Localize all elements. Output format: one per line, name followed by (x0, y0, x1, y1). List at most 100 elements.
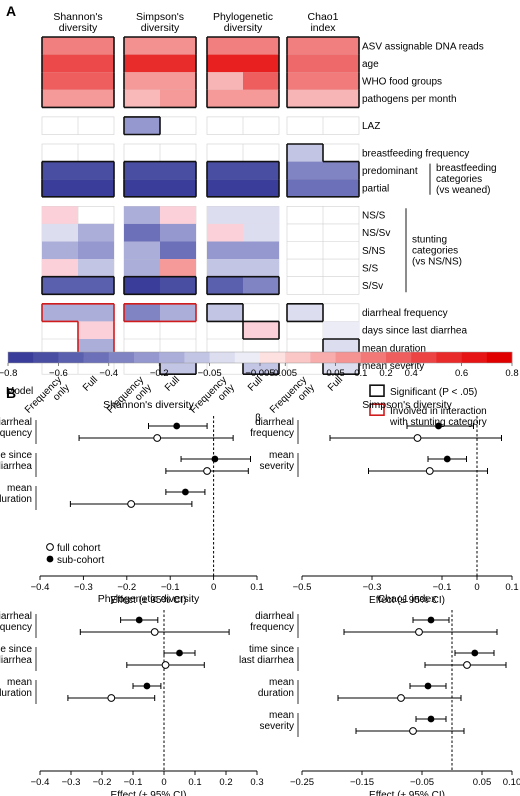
point-full-cohort (127, 500, 136, 508)
colorbar-swatch (234, 352, 261, 363)
point-sub-cohort (427, 616, 435, 624)
row-label: WHO food groups (362, 77, 442, 88)
heatmap-cell (160, 206, 196, 224)
x-tick-label: 0 (474, 582, 479, 593)
colorbar-tick-label: −0.4 (99, 368, 118, 379)
heatmap-cell (287, 37, 323, 55)
x-tick-label: −0.1 (161, 582, 180, 593)
panel-a-letter: A (6, 3, 16, 19)
heatmap-cell (160, 179, 196, 197)
heatmap-cell (243, 89, 279, 108)
x-tick-label: −0.3 (74, 582, 93, 593)
heatmap-cell (78, 241, 114, 260)
heatmap-cell (42, 54, 78, 73)
heatmap-cell (323, 72, 359, 90)
legend-significant-swatch (369, 384, 385, 398)
colorbar-swatch (108, 352, 135, 363)
point-sub-cohort (435, 422, 442, 430)
legend-full-marker (46, 543, 54, 551)
row-label: days since last diarrhea (362, 326, 467, 337)
heatmap-cell (124, 37, 160, 55)
row-label: S/S (362, 263, 378, 274)
group-label: mean severity (260, 710, 294, 732)
heatmap-cell (323, 321, 359, 339)
x-tick-label: 0.2 (219, 777, 232, 788)
x-tick-label: −0.25 (290, 777, 314, 788)
heatmap-cell (287, 161, 323, 180)
heatmap-cell (42, 276, 78, 295)
heatmap-cell (42, 89, 78, 108)
heatmap-cell (124, 223, 160, 242)
heatmap-cell (207, 37, 243, 55)
heatmap-cell (207, 223, 243, 242)
model-column-label: Frequencyonly (188, 375, 237, 424)
point-sub-cohort (443, 455, 451, 463)
colorbar-swatch (436, 352, 462, 363)
colorbar-swatch (134, 352, 160, 363)
point-sub-cohort (176, 649, 183, 657)
point-full-cohort (413, 434, 422, 442)
heatmap-cell (243, 259, 279, 277)
legend-sub-label: sub-cohort (57, 555, 104, 566)
heatmap-cell (323, 179, 359, 197)
heatmap-cell (207, 259, 243, 277)
x-tick-label: −0.4 (31, 777, 50, 788)
point-sub-cohort (173, 422, 181, 430)
point-sub-cohort (143, 682, 151, 690)
forest-chart: Chao1 index −0.25 −0.15 −0.05 0.05 0.10 Effect… (239, 593, 520, 796)
colorbar-swatch (486, 352, 513, 363)
colorbar-tick-label: 0.005 (273, 368, 297, 379)
forest-plots: Shannon's diversity−0.4 −0.3 −0.2 −0.1 0 0.1E… (0, 399, 520, 796)
heatmap-cell (124, 276, 160, 295)
chart-title: Phylogenetic diversity (98, 593, 200, 605)
colorbar-swatch (209, 352, 236, 363)
heatmap-cell (124, 161, 160, 180)
forest-chart: Phylogenetic diversity −0.4 −0.3 −0.2 −0.1 0 0… (0, 593, 264, 796)
point-full-cohort (107, 694, 116, 702)
point-sub-cohort (427, 715, 435, 723)
colorbar-swatch (33, 352, 59, 363)
heatmap-cell (42, 72, 78, 90)
heatmap-cell (124, 89, 160, 108)
heatmap-cell (243, 179, 279, 197)
colorbar-swatch (83, 352, 110, 363)
x-tick-label: −0.1 (433, 582, 452, 593)
point-full-cohort (203, 467, 211, 475)
heatmap-cell (207, 303, 243, 322)
row-label: pathogens per month (362, 94, 457, 105)
colorbar-tick-label: 0.6 (455, 368, 468, 379)
heatmap-cell (124, 54, 160, 73)
heatmap-cell (160, 303, 196, 322)
heatmap-cell (42, 179, 78, 197)
colorbar-tick-label: 0.05 (326, 368, 345, 379)
heatmap-cell (160, 161, 196, 180)
colorbar-swatch (461, 352, 488, 363)
heatmap-cell (78, 89, 114, 108)
x-tick-label: −0.05 (410, 777, 434, 788)
x-axis-label: Effect (± 95% CI) (111, 790, 187, 796)
row-label: predominant (362, 166, 418, 177)
colorbar-tick-label: 0.8 (505, 368, 518, 379)
colorbar-tick-label: −0.6 (49, 368, 68, 379)
colorbar-tick-label: 0.2 (379, 368, 392, 379)
point-full-cohort (150, 628, 159, 636)
colorbar-swatch (159, 352, 185, 363)
heatmap-cell (287, 144, 323, 162)
x-tick-label: −0.3 (363, 582, 382, 593)
heatmap-cell (287, 72, 323, 90)
heatmap-cell (42, 223, 78, 242)
x-tick-label: 0.05 (473, 777, 492, 788)
heatmap-cell (78, 161, 114, 180)
heatmap-cell (42, 241, 78, 260)
row-label: diarrheal frequency (362, 308, 448, 319)
legend-interaction-swatch (369, 403, 385, 417)
legend-full-label: full cohort (57, 543, 101, 554)
x-tick-label: −0.3 (62, 777, 81, 788)
metric-header: Chao1 index (308, 11, 339, 34)
heatmap-cell (78, 276, 114, 295)
heatmap-cell (42, 303, 78, 322)
heatmap-cell (207, 54, 243, 73)
